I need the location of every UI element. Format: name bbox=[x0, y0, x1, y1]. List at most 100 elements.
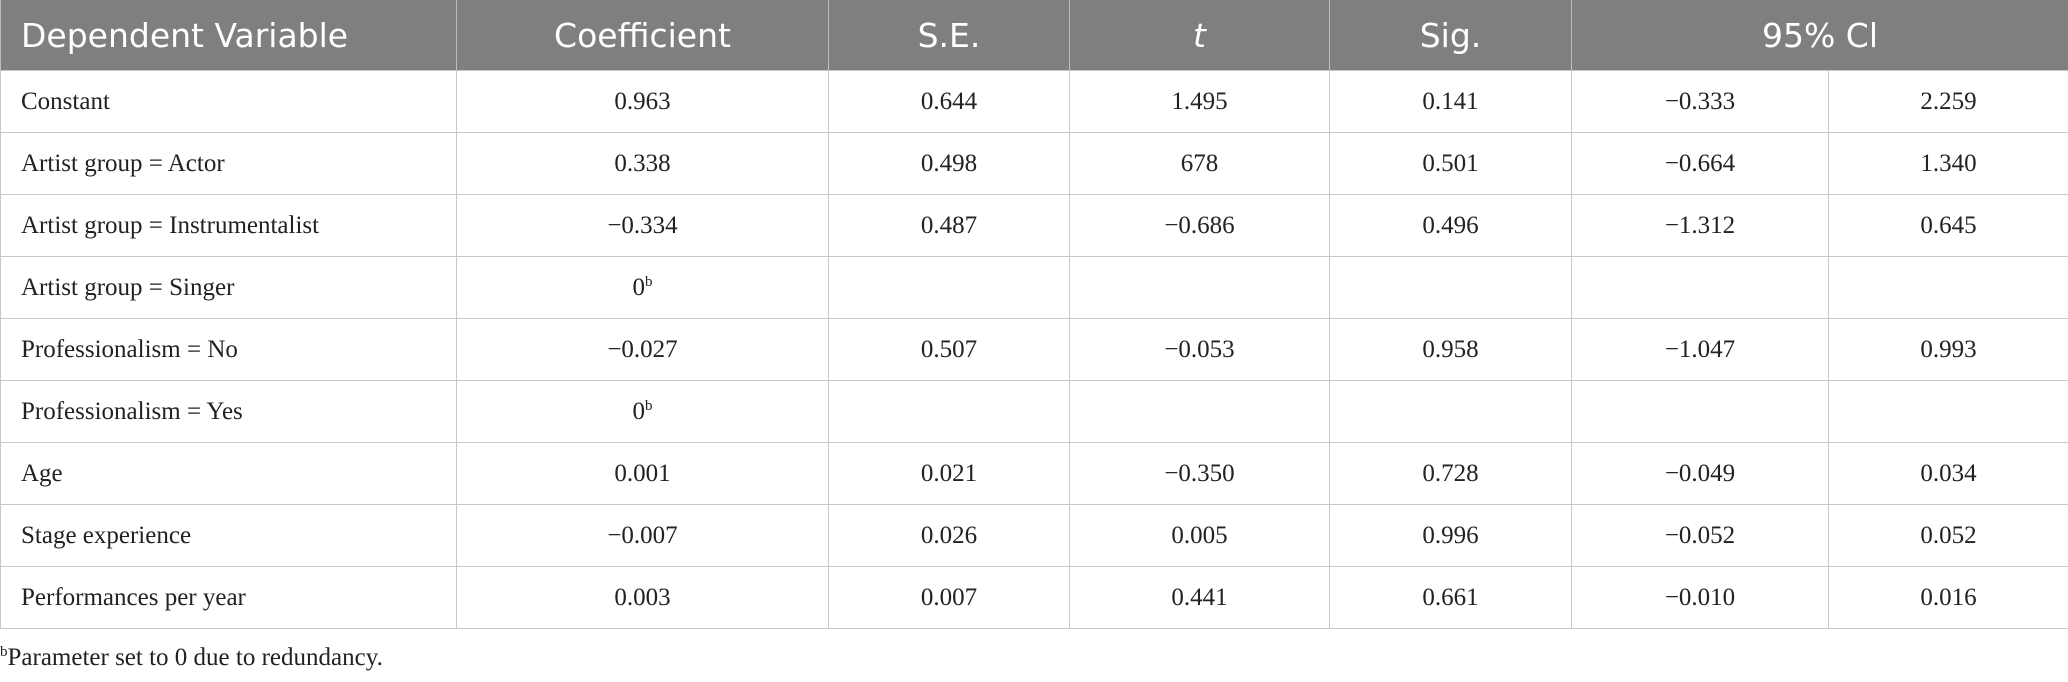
cell-coefficient: 0.001 bbox=[456, 442, 829, 505]
cell-se: 0.026 bbox=[828, 504, 1070, 567]
cell-ci-low: −1.312 bbox=[1571, 194, 1829, 257]
cell-ci-low: −0.664 bbox=[1571, 132, 1829, 195]
cell-sig-text: 0.958 bbox=[1422, 335, 1479, 363]
footnote-marker: b bbox=[0, 644, 8, 660]
header-se: S.E. bbox=[828, 0, 1070, 71]
cell-se: 0.487 bbox=[828, 194, 1070, 257]
cell-ci-high-text: 0.016 bbox=[1920, 583, 1977, 611]
cell-se bbox=[828, 380, 1070, 443]
table-row: Professionalism = Yes 0b bbox=[0, 380, 2068, 443]
cell-coefficient: 0.338 bbox=[456, 132, 829, 195]
cell-coefficient: −0.007 bbox=[456, 504, 829, 567]
cell-t: −0.053 bbox=[1069, 318, 1330, 381]
cell-sig-text: 0.496 bbox=[1422, 211, 1479, 239]
cell-t: −0.350 bbox=[1069, 442, 1330, 505]
cell-coefficient-text: 0.003 bbox=[614, 583, 671, 611]
cell-sig-text: 0.501 bbox=[1422, 149, 1479, 177]
footnote: bParameter set to 0 due to redundancy. bbox=[0, 644, 383, 672]
cell-label-text: Professionalism = No bbox=[21, 335, 238, 363]
cell-label: Stage experience bbox=[0, 504, 457, 567]
table-row: Artist group = Actor 0.338 0.498 678 0.501 −0… bbox=[0, 132, 2068, 195]
cell-se: 0.644 bbox=[828, 70, 1070, 133]
cell-t: −0.686 bbox=[1069, 194, 1330, 257]
cell-ci-high-text: 2.259 bbox=[1920, 87, 1977, 115]
cell-label-text: Artist group = Singer bbox=[21, 273, 235, 301]
cell-t-text: −0.053 bbox=[1164, 335, 1235, 363]
cell-t bbox=[1069, 380, 1330, 443]
cell-coefficient-text: −0.007 bbox=[607, 521, 678, 549]
cell-ci-low-text: −0.333 bbox=[1664, 87, 1736, 115]
cell-label: Age bbox=[0, 442, 457, 505]
cell-coefficient: −0.334 bbox=[456, 194, 829, 257]
cell-se-text: 0.644 bbox=[920, 87, 978, 115]
cell-coefficient-text: 0.338 bbox=[614, 149, 671, 177]
table-row: Artist group = Singer 0b bbox=[0, 256, 2068, 319]
cell-t: 1.495 bbox=[1069, 70, 1330, 133]
cell-label-text: Artist group = Actor bbox=[21, 149, 225, 177]
cell-ci-low-text: −1.047 bbox=[1664, 335, 1736, 363]
cell-coefficient: 0.963 bbox=[456, 70, 829, 133]
cell-coefficient: −0.027 bbox=[456, 318, 829, 381]
header-sig: Sig. bbox=[1329, 0, 1572, 71]
cell-ci-low: −0.052 bbox=[1571, 504, 1829, 567]
cell-ci-low bbox=[1571, 380, 1829, 443]
cell-coefficient: 0b bbox=[456, 256, 829, 319]
cell-ci-high bbox=[1828, 256, 2068, 319]
cell-sig-text: 0.728 bbox=[1422, 459, 1479, 487]
cell-ci-low: −0.333 bbox=[1571, 70, 1829, 133]
cell-coefficient: 0.003 bbox=[456, 566, 829, 629]
cell-sig: 0.501 bbox=[1329, 132, 1572, 195]
cell-se-text: 0.026 bbox=[920, 521, 978, 549]
cell-label: Artist group = Instrumentalist bbox=[0, 194, 457, 257]
cell-label: Performances per year bbox=[0, 566, 457, 629]
cell-sig-text: 0.996 bbox=[1422, 521, 1479, 549]
cell-coefficient-text: 0.001 bbox=[614, 459, 671, 487]
table-row: Professionalism = No −0.027 0.507 −0.053 0.9… bbox=[0, 318, 2068, 381]
cell-ci-high: 0.034 bbox=[1828, 442, 2068, 505]
header-dependent-variable: Dependent Variable bbox=[0, 0, 457, 71]
cell-label: Constant bbox=[0, 70, 457, 133]
cell-sig: 0.996 bbox=[1329, 504, 1572, 567]
cell-ci-low-text: −0.664 bbox=[1664, 149, 1736, 177]
cell-se-text: 0.021 bbox=[920, 459, 978, 487]
footnote-reference: b bbox=[645, 273, 653, 290]
cell-ci-low: −0.010 bbox=[1571, 566, 1829, 629]
cell-t bbox=[1069, 256, 1330, 319]
cell-label: Artist group = Singer bbox=[0, 256, 457, 319]
cell-ci-low-text: −0.010 bbox=[1664, 583, 1736, 611]
cell-t-text: 678 bbox=[1180, 149, 1219, 177]
cell-label-text: Constant bbox=[21, 87, 110, 115]
header-coefficient: Coefficient bbox=[456, 0, 829, 71]
cell-sig: 0.728 bbox=[1329, 442, 1572, 505]
cell-t-text: 0.005 bbox=[1171, 521, 1228, 549]
cell-t: 0.441 bbox=[1069, 566, 1330, 629]
cell-label: Artist group = Actor bbox=[0, 132, 457, 195]
cell-label: Professionalism = No bbox=[0, 318, 457, 381]
header-t: t bbox=[1069, 0, 1330, 71]
cell-ci-high: 2.259 bbox=[1828, 70, 2068, 133]
cell-sig: 0.141 bbox=[1329, 70, 1572, 133]
cell-ci-high: 0.993 bbox=[1828, 318, 2068, 381]
cell-label-text: Performances per year bbox=[21, 583, 246, 611]
cell-se: 0.507 bbox=[828, 318, 1070, 381]
cell-ci-high-text: 1.340 bbox=[1920, 149, 1977, 177]
table-row: Performances per year 0.003 0.007 0.441 0.66… bbox=[0, 566, 2068, 629]
cell-se bbox=[828, 256, 1070, 319]
footnote-reference: b bbox=[645, 397, 653, 414]
cell-coefficient-text: 0 bbox=[632, 397, 646, 425]
table-row: Constant 0.963 0.644 1.495 0.141 −0.333 2.259 bbox=[0, 70, 2068, 133]
cell-ci-low-text: −1.312 bbox=[1664, 211, 1736, 239]
cell-label: Professionalism = Yes bbox=[0, 380, 457, 443]
cell-coefficient: 0b bbox=[456, 380, 829, 443]
cell-coefficient-text: 0.963 bbox=[614, 87, 671, 115]
cell-t-text: −0.686 bbox=[1164, 211, 1235, 239]
cell-se: 0.498 bbox=[828, 132, 1070, 195]
cell-label-text: Artist group = Instrumentalist bbox=[21, 211, 320, 239]
table-row: Artist group = Instrumentalist −0.334 0.48… bbox=[0, 194, 2068, 257]
cell-ci-high-text: 0.645 bbox=[1920, 211, 1977, 239]
header-row: Dependent Variable Coefficient S.E. t Si… bbox=[0, 0, 2068, 71]
table-body: Constant 0.963 0.644 1.495 0.141 −0.333 2.259 A… bbox=[0, 70, 2068, 629]
cell-t: 0.005 bbox=[1069, 504, 1330, 567]
cell-t-text: −0.350 bbox=[1164, 459, 1235, 487]
